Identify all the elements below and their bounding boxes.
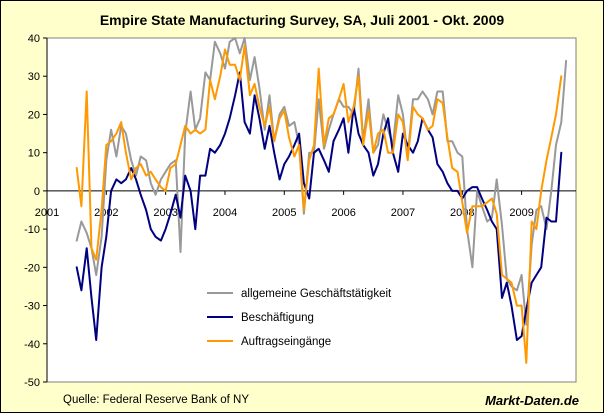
x-tick-label: 2008 xyxy=(450,207,474,219)
legend-label-geschaeftstaetigkeit: allgemeine Geschäftstätigkeit xyxy=(241,288,392,300)
x-tick-label: 2005 xyxy=(272,207,296,219)
series-line-beschaeftigung xyxy=(75,71,563,341)
x-tick-label: 2003 xyxy=(153,207,177,219)
x-tick-label: 2006 xyxy=(331,207,355,219)
y-tick-label: -30 xyxy=(24,301,40,313)
source-note: Quelle: Federal Reserve Bank of NY xyxy=(63,394,249,406)
y-tick-label: -20 xyxy=(24,262,40,274)
series-line-auftragseingaenge xyxy=(75,44,563,364)
x-ticks: 2001 2002 2003 2004 2005 2006 2007 2008 2009 xyxy=(35,190,534,219)
series-lines xyxy=(75,37,568,364)
legend-label-beschaeftigung: Beschäftigung xyxy=(241,312,314,324)
brand-label: Markt-Daten.de xyxy=(485,393,579,408)
y-tick-label: 40 xyxy=(28,33,40,45)
x-tick-label: 2009 xyxy=(509,207,533,219)
y-tick-label: -40 xyxy=(24,339,40,351)
x-tick-label: 2004 xyxy=(213,207,237,219)
y-tick-label: 10 xyxy=(28,148,40,160)
y-ticks: 40 30 20 10 0 -10 -20 -30 -40 -50 xyxy=(24,33,47,389)
y-tick-label: 0 xyxy=(34,186,40,198)
x-tick-label: 2002 xyxy=(94,207,118,219)
series-line-geschaeftstaetigkeit xyxy=(75,37,568,326)
y-tick-label: -50 xyxy=(24,377,40,389)
x-tick-label: 2007 xyxy=(391,207,415,219)
plot-area xyxy=(46,37,577,383)
legend: allgemeine Geschäftstätigkeit Beschäftig… xyxy=(207,288,392,348)
y-tick-label: 20 xyxy=(28,109,40,121)
chart-title: Empire State Manufacturing Survey, SA, J… xyxy=(100,12,505,28)
x-tick-label: 2001 xyxy=(35,207,59,219)
y-tick-label: 30 xyxy=(28,71,40,83)
y-tick-label: -10 xyxy=(24,224,40,236)
legend-label-auftragseingaenge: Auftragseingänge xyxy=(241,336,331,348)
